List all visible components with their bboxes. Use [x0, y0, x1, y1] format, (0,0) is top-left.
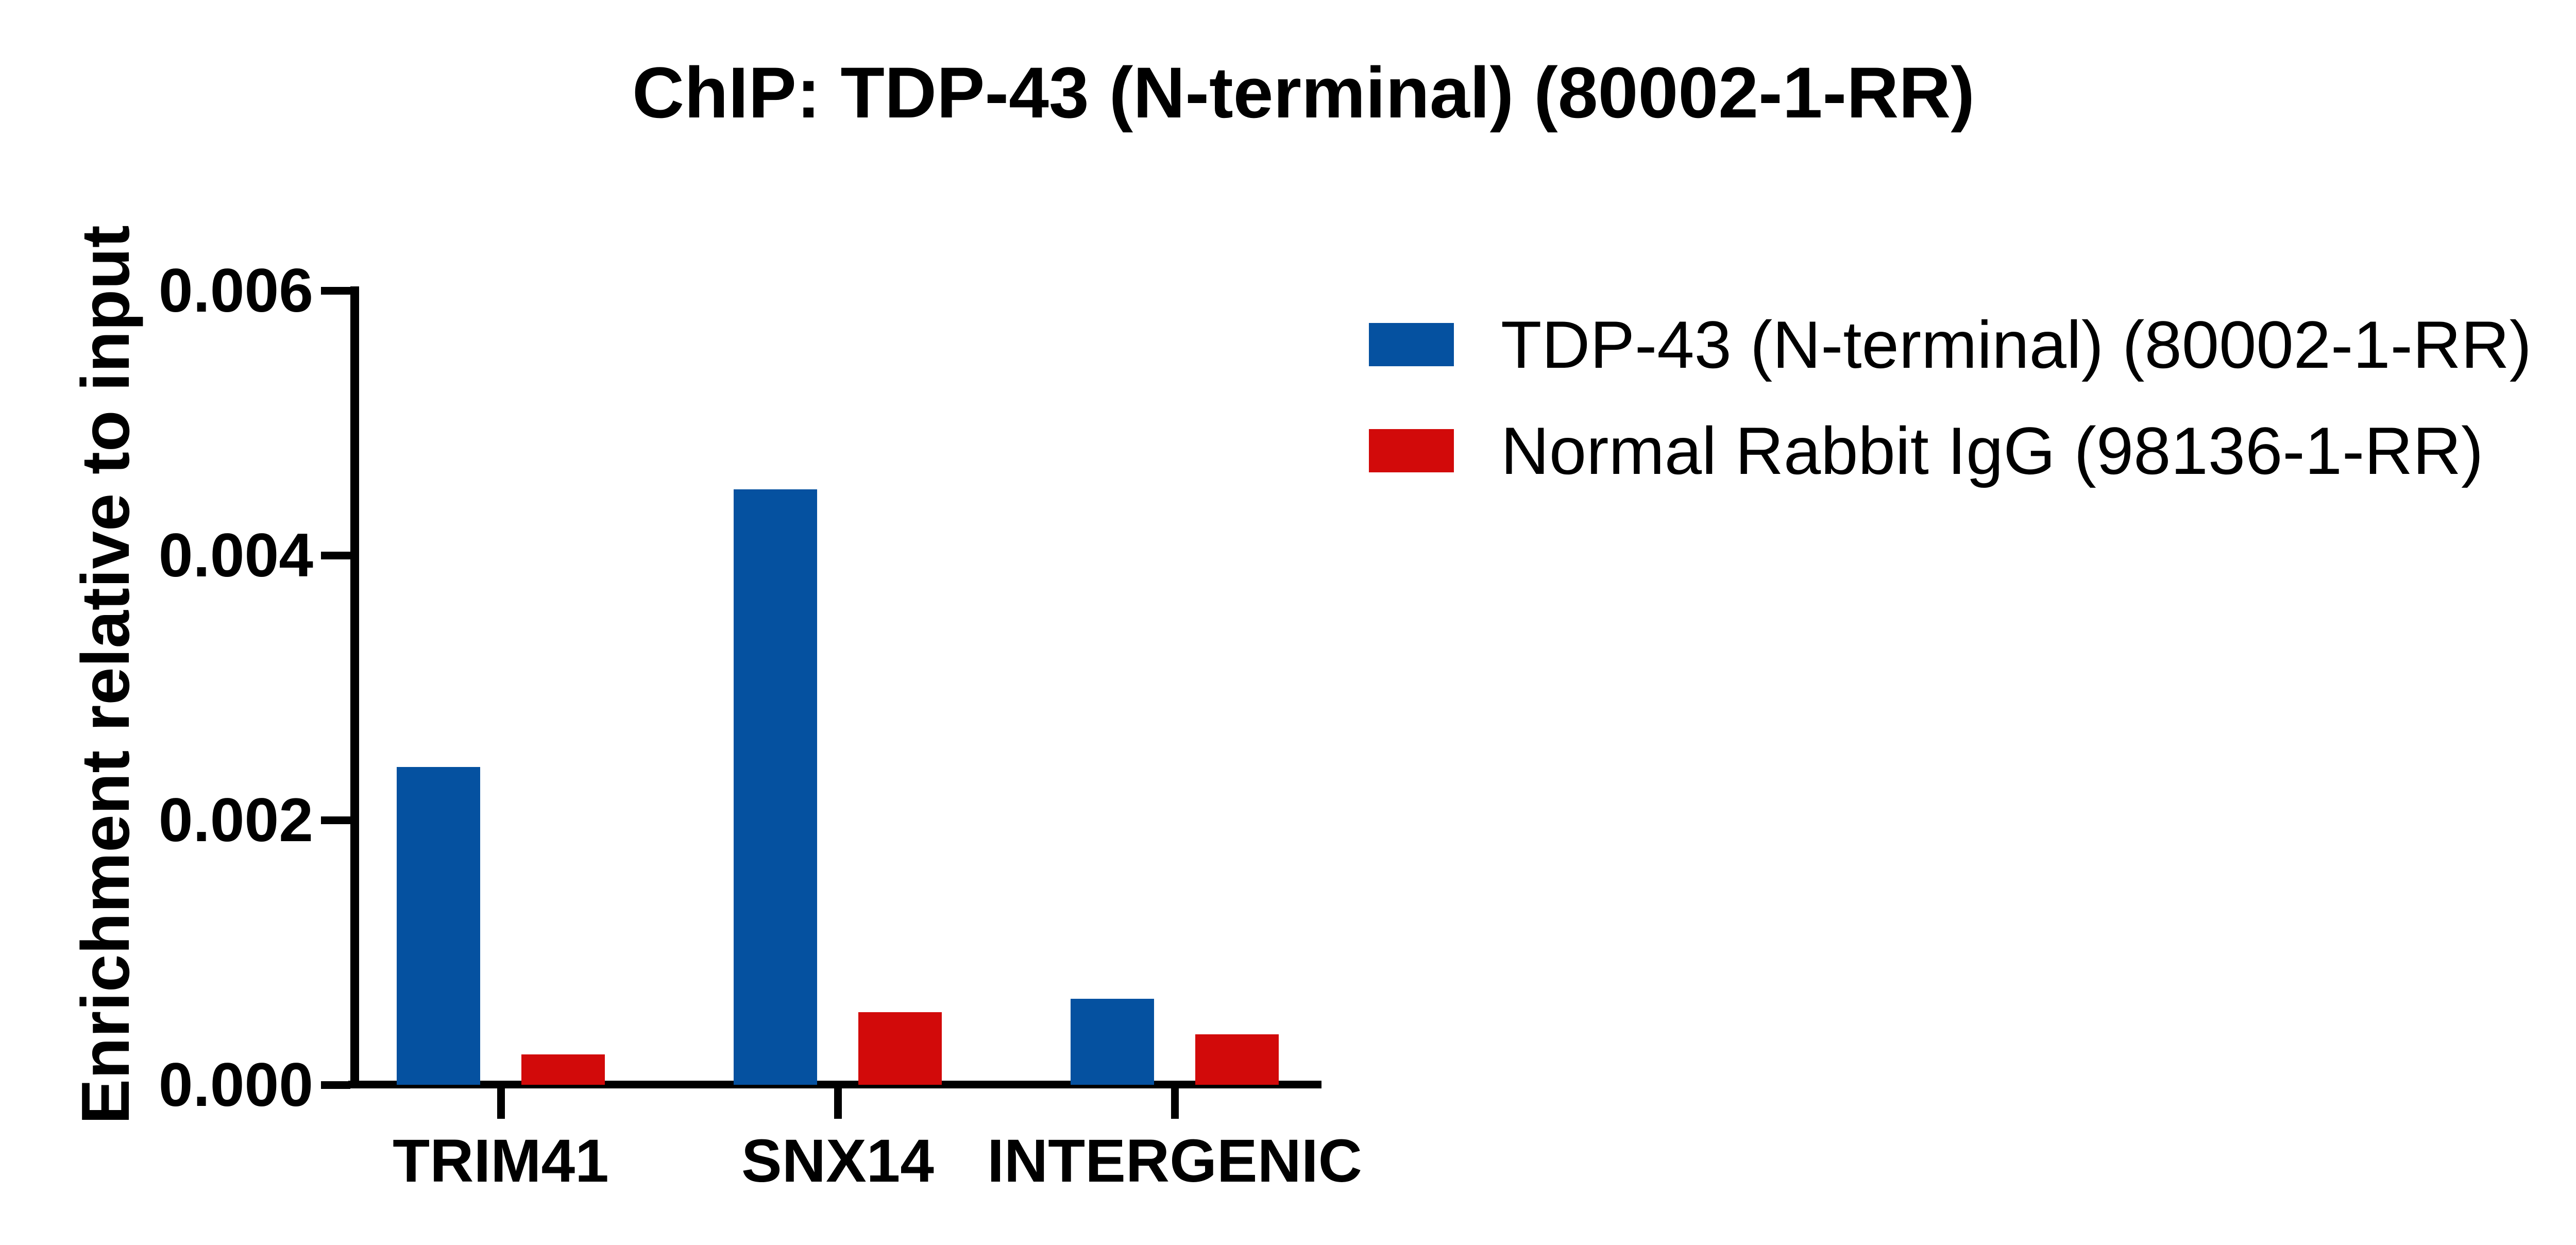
y-axis-tick	[321, 816, 350, 824]
x-category-label: INTERGENIC	[987, 1127, 1362, 1195]
legend-swatch-igg	[1369, 429, 1454, 472]
bar-trim41-series1	[397, 767, 480, 1085]
legend-item: TDP-43 (N-terminal) (80002-1-RR)	[1369, 307, 2532, 382]
y-axis-tick	[321, 286, 350, 295]
x-axis-tick	[1171, 1088, 1179, 1119]
x-category-label: TRIM41	[393, 1127, 609, 1195]
legend-item: Normal Rabbit IgG (98136-1-RR)	[1369, 413, 2484, 488]
bar-intergenic-series1	[1071, 998, 1154, 1085]
x-axis-tick	[497, 1088, 505, 1119]
y-axis-title: Enrichment relative to input	[67, 225, 143, 1124]
y-tick-label: 0.006	[158, 256, 313, 325]
bar-trim41-series2	[521, 1054, 605, 1085]
bar-snx14-series2	[858, 1012, 942, 1085]
y-tick-label: 0.000	[158, 1050, 313, 1119]
chart-title: ChIP: TDP-43 (N-terminal) (80002-1-RR)	[632, 52, 1975, 133]
legend-label-tdp43: TDP-43 (N-terminal) (80002-1-RR)	[1501, 307, 2532, 382]
x-axis-line	[348, 1081, 1321, 1088]
bar-intergenic-series2	[1195, 1034, 1279, 1085]
legend-swatch-tdp43	[1369, 323, 1454, 366]
x-axis-tick	[834, 1088, 842, 1119]
legend-label-igg: Normal Rabbit IgG (98136-1-RR)	[1501, 413, 2484, 488]
x-category-label: SNX14	[741, 1127, 934, 1195]
y-tick-label: 0.004	[158, 521, 313, 590]
bar-snx14-series1	[734, 489, 817, 1085]
y-axis-tick	[321, 1081, 350, 1089]
y-tick-label: 0.002	[158, 786, 313, 855]
y-axis-line	[350, 286, 359, 1088]
y-axis-tick	[321, 551, 350, 559]
